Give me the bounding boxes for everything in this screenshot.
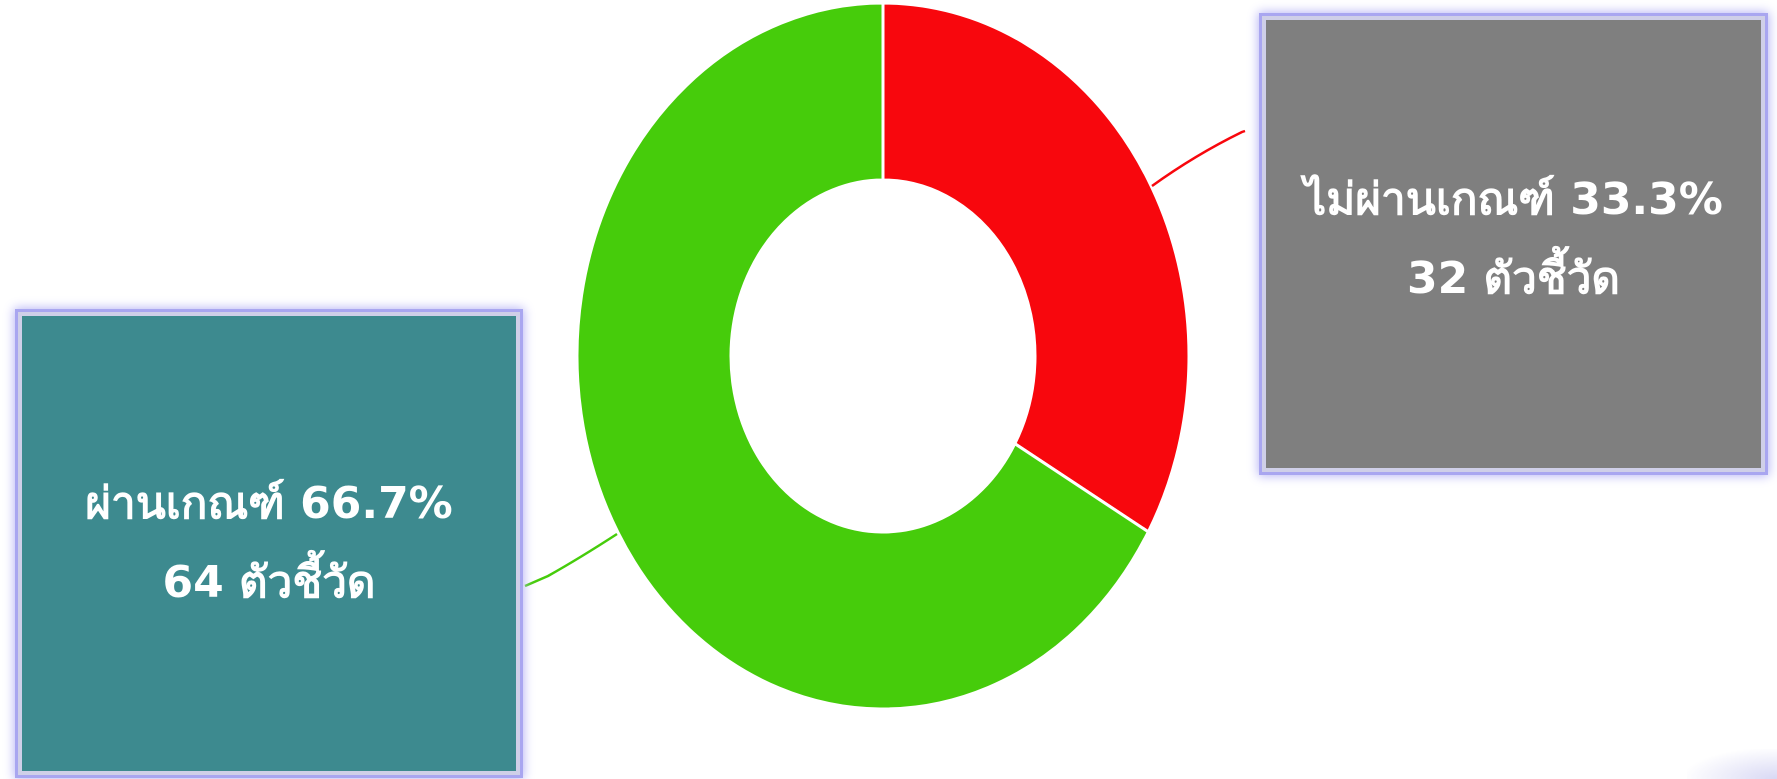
pass-percent-text: 66.7%: [300, 478, 453, 529]
leader-line-fail: [1151, 129, 1246, 188]
callout-fail-label: ไม่ผ่านเกณฑ์ 33.3%: [1304, 160, 1723, 239]
pass-count-text: 64 ตัวชี้วัด: [162, 557, 376, 609]
fail-percent-text: 33.3%: [1570, 174, 1723, 225]
leader-line-pass: [524, 532, 618, 588]
leader-lines: [524, 129, 1246, 588]
fail-count-text: 32 ตัวชี้วัด: [1407, 253, 1620, 305]
fail-label-text: ไม่ผ่านเกณฑ์: [1304, 174, 1555, 225]
slice-pass: [575, 1, 1151, 711]
callout-pass-label: ผ่านเกณฑ์ 66.7%: [85, 464, 453, 543]
corner-glow-decoration: [1687, 749, 1777, 779]
pass-label-text: ผ่านเกณฑ์: [85, 478, 285, 529]
callout-fail: ไม่ผ่านเกณฑ์ 33.3% 32 ตัวชี้วัด: [1262, 16, 1765, 472]
callout-pass: ผ่านเกณฑ์ 66.7% 64 ตัวชี้วัด: [18, 312, 520, 775]
slice-fail: [881, 1, 1191, 535]
donut-slices: [575, 1, 1191, 711]
